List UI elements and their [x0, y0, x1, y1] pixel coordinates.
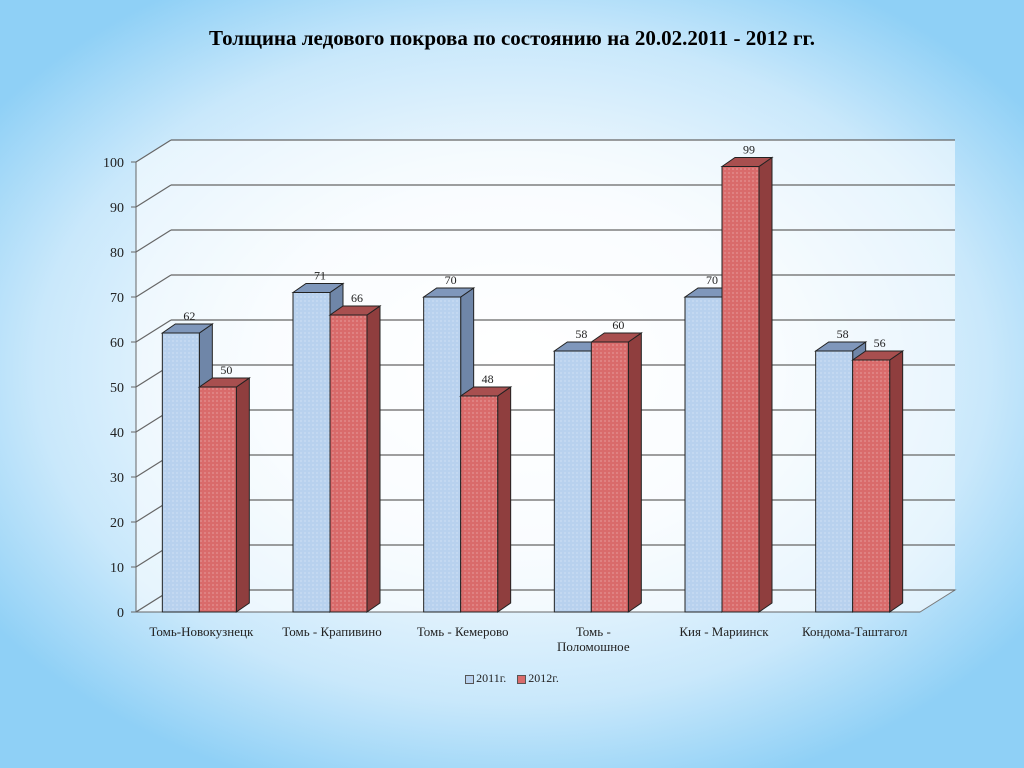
y-tick-label: 30 — [110, 471, 124, 486]
data-label: 66 — [351, 291, 363, 305]
chart-title: Толщина ледового покрова по состоянию на… — [209, 26, 815, 50]
data-label: 58 — [837, 327, 849, 341]
data-label: 62 — [183, 309, 195, 323]
gridline-side — [135, 229, 172, 253]
bar — [161, 332, 200, 613]
y-tick-label: 40 — [110, 426, 124, 441]
legend: 2011г. 2012г. — [0, 671, 1024, 686]
bar — [553, 350, 592, 613]
gridline-side — [135, 184, 172, 208]
data-label: 70 — [445, 273, 457, 287]
bar-side — [627, 332, 642, 613]
bar — [852, 359, 891, 613]
legend-item-2011: 2011г. — [465, 671, 506, 686]
y-tick-label: 60 — [110, 336, 124, 351]
bar — [198, 386, 237, 613]
bar — [460, 395, 499, 613]
bar-side — [889, 350, 904, 613]
data-label: 71 — [314, 269, 326, 283]
bar — [423, 296, 462, 613]
y-tick-label: 70 — [110, 291, 124, 306]
legend-swatch-2011 — [465, 674, 475, 684]
data-label: 56 — [874, 336, 886, 350]
legend-item-2012: 2012г. — [517, 671, 559, 686]
category-label: Томь - Кемерово — [417, 624, 509, 639]
bar — [329, 314, 368, 613]
category-label: Томь - — [576, 624, 611, 639]
legend-swatch-2012 — [517, 674, 527, 684]
bar — [684, 296, 723, 613]
bar-side — [758, 156, 773, 613]
y-tick-label: 0 — [117, 606, 124, 621]
category-label: Томь - Крапивино — [282, 624, 381, 639]
category-label: Поломошное — [557, 639, 630, 654]
y-tick-label: 90 — [110, 201, 124, 216]
category-label: Кондома-Таштагол — [802, 624, 908, 639]
bar-side — [497, 386, 512, 613]
y-tick-label: 50 — [110, 381, 124, 396]
y-tick-label: 10 — [110, 561, 124, 576]
data-label: 58 — [575, 327, 587, 341]
bar — [292, 292, 331, 613]
data-label: 50 — [220, 363, 232, 377]
data-label: 60 — [612, 318, 624, 332]
gridline-side — [135, 139, 172, 163]
bar — [590, 341, 629, 613]
bar-side — [366, 305, 381, 613]
data-label: 48 — [482, 372, 494, 386]
bar-side — [235, 377, 250, 613]
gridline-side — [135, 319, 172, 343]
data-label: 70 — [706, 273, 718, 287]
y-tick-label: 20 — [110, 516, 124, 531]
legend-label-2011: 2011г. — [476, 671, 507, 685]
y-tick-label: 100 — [103, 156, 124, 171]
gridline-side — [135, 274, 172, 298]
category-label: Кия - Мариинск — [679, 624, 769, 639]
data-label: 99 — [743, 143, 755, 157]
bar — [815, 350, 854, 613]
category-label: Томь-Новокузнецк — [149, 624, 254, 639]
legend-label-2012: 2012г. — [528, 671, 559, 685]
bar — [721, 166, 760, 613]
y-tick-label: 80 — [110, 246, 124, 261]
